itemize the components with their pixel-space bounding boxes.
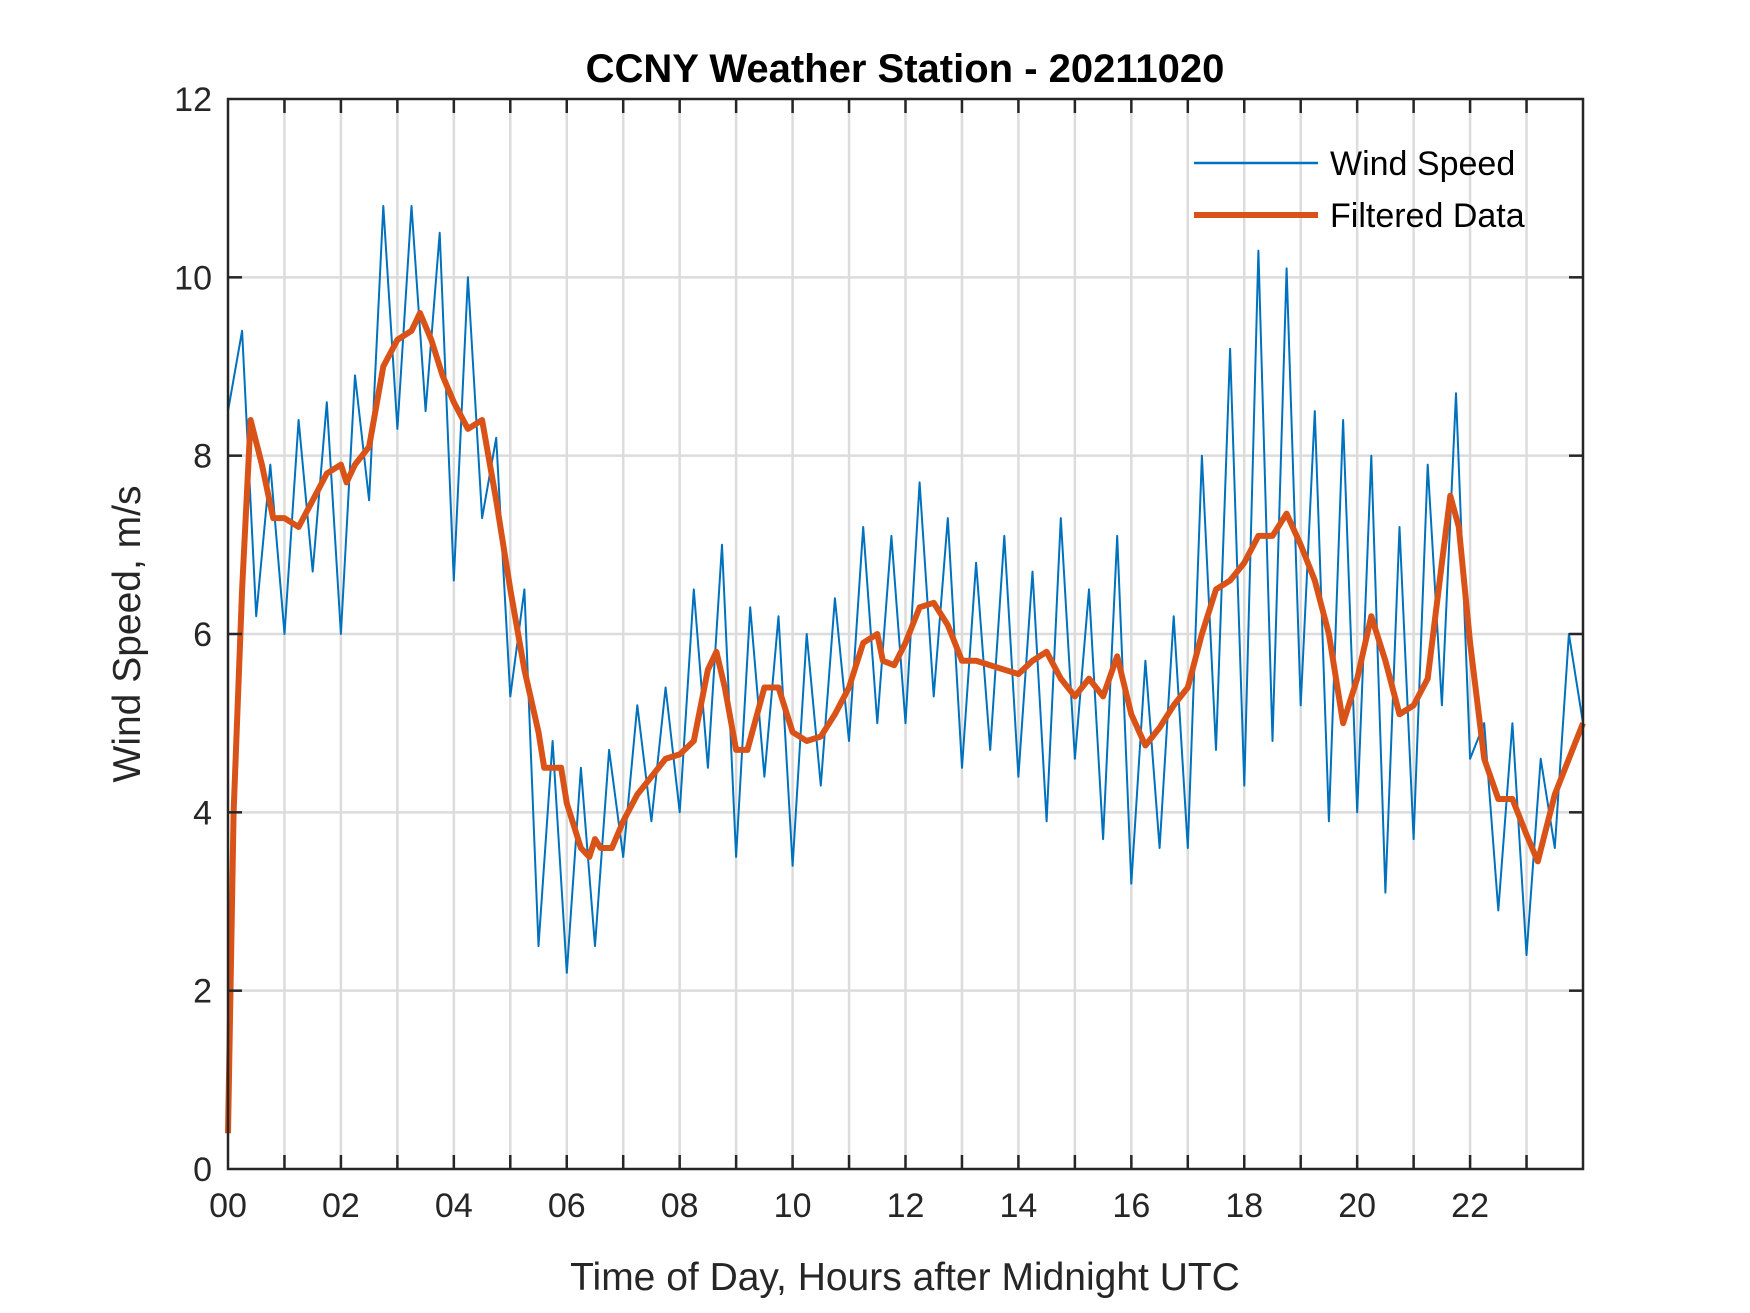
y-tick-label: 12 — [174, 81, 212, 119]
x-tick-label: 00 — [209, 1187, 247, 1225]
y-tick-label: 2 — [193, 973, 212, 1011]
x-tick-label: 10 — [774, 1187, 812, 1225]
y-tick-label: 10 — [174, 259, 212, 297]
x-tick-label: 14 — [1000, 1187, 1038, 1225]
y-tick-label: 0 — [193, 1151, 212, 1189]
y-tick-label: 8 — [193, 438, 212, 476]
x-tick-label: 06 — [548, 1187, 586, 1225]
x-tick-label: 16 — [1112, 1187, 1150, 1225]
y-axis-label: Wind Speed, m/s — [106, 486, 149, 783]
wind-speed-line — [227, 205, 1584, 974]
legend-label: Filtered Data — [1330, 197, 1525, 235]
chart-title: CCNY Weather Station - 20211020 — [586, 47, 1225, 91]
x-axis-label: Time of Day, Hours after Midnight UTC — [570, 1256, 1240, 1299]
grid — [228, 99, 1583, 1169]
x-tick-label: 12 — [887, 1187, 925, 1225]
series-layer — [225, 205, 1586, 1134]
x-tick-label: 20 — [1338, 1187, 1376, 1225]
x-tick-label: 22 — [1451, 1187, 1489, 1225]
filtered-data-line — [225, 310, 1586, 1134]
x-tick-label: 18 — [1225, 1187, 1263, 1225]
legend-label: Wind Speed — [1330, 145, 1515, 183]
x-tick-label: 08 — [661, 1187, 699, 1225]
y-tick-label: 4 — [193, 794, 212, 832]
y-tick-label: 6 — [193, 616, 212, 654]
legend: Wind Speed Filtered Data — [1194, 145, 1525, 235]
x-tick-label: 02 — [322, 1187, 360, 1225]
x-tick-label: 04 — [435, 1187, 473, 1225]
